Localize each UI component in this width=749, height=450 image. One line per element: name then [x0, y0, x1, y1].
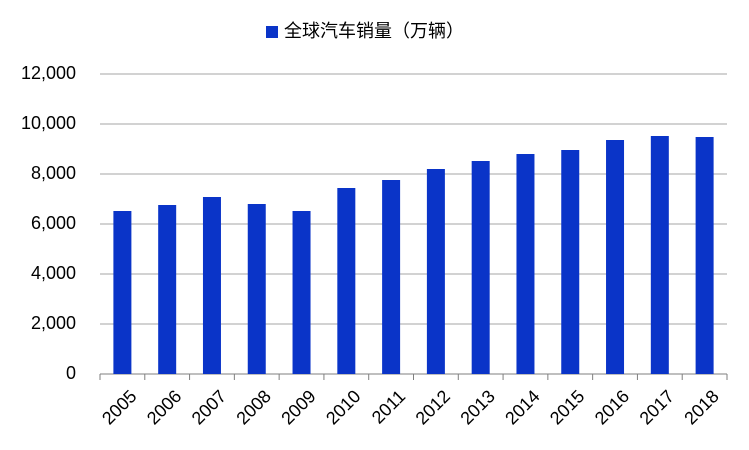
x-tick-label: 2005 [98, 386, 140, 428]
bar [606, 140, 625, 374]
y-tick-label: 0 [66, 363, 76, 383]
y-tick-label: 4,000 [31, 263, 76, 283]
y-tick-label: 10,000 [21, 113, 76, 133]
x-tick-label: 2013 [456, 386, 498, 428]
x-tick-label: 2017 [636, 386, 678, 428]
bar [158, 205, 177, 374]
bar [516, 154, 535, 374]
x-tick-label: 2007 [188, 386, 230, 428]
x-tick-label: 2012 [412, 386, 454, 428]
legend-swatch [266, 26, 278, 38]
x-tick-label: 2009 [277, 386, 319, 428]
bar [561, 150, 580, 374]
x-tick-label: 2006 [143, 386, 185, 428]
x-tick-label: 2018 [680, 386, 722, 428]
bar [292, 211, 311, 374]
bar [202, 197, 221, 374]
x-tick-label: 2008 [232, 386, 274, 428]
bar [337, 188, 356, 374]
x-tick-label: 2015 [546, 386, 588, 428]
bar [113, 211, 132, 374]
bar [426, 169, 445, 374]
x-tick-label: 2016 [591, 386, 633, 428]
bar [382, 180, 401, 374]
x-tick-label: 2011 [368, 386, 410, 428]
x-tick-label: 2010 [322, 386, 364, 428]
y-tick-label: 12,000 [21, 63, 76, 83]
bar [695, 137, 714, 374]
bar [650, 136, 669, 374]
x-tick-label: 2014 [501, 386, 543, 428]
bar [471, 161, 490, 374]
y-tick-label: 2,000 [31, 313, 76, 333]
y-tick-label: 8,000 [31, 163, 76, 183]
legend-label: 全球汽车销量（万辆） [284, 21, 464, 41]
y-tick-label: 6,000 [31, 213, 76, 233]
bar [247, 204, 266, 374]
